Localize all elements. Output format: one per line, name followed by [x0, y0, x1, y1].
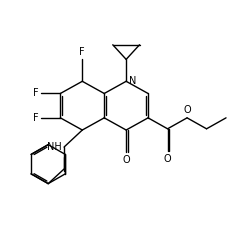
Text: O: O	[183, 105, 191, 115]
Text: O: O	[164, 154, 171, 164]
Text: F: F	[79, 47, 85, 57]
Text: NH: NH	[47, 142, 61, 152]
Text: F: F	[33, 88, 38, 98]
Text: O: O	[122, 155, 130, 165]
Text: N: N	[129, 76, 136, 86]
Text: F: F	[33, 113, 38, 123]
